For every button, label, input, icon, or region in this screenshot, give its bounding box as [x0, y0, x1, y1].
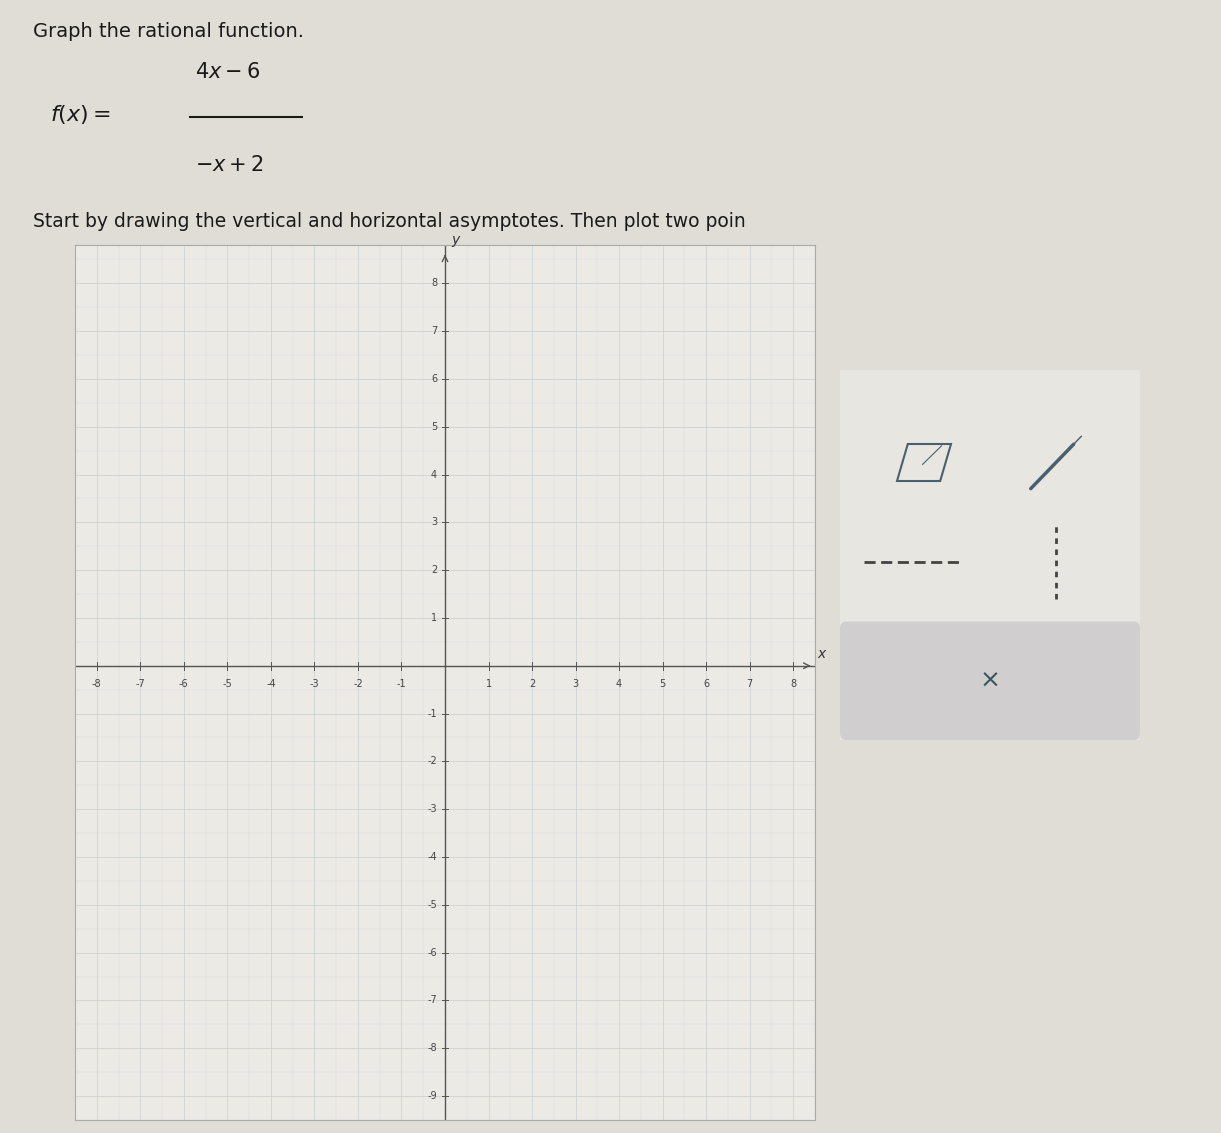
Text: -1: -1: [427, 708, 437, 718]
Text: -2: -2: [427, 757, 437, 766]
Text: -4: -4: [427, 852, 437, 862]
Text: -3: -3: [427, 804, 437, 815]
FancyBboxPatch shape: [840, 622, 1140, 740]
Text: 2: 2: [431, 565, 437, 576]
Text: -6: -6: [179, 679, 188, 689]
Text: 5: 5: [659, 679, 665, 689]
Text: 2: 2: [529, 679, 535, 689]
Text: ×: ×: [979, 668, 1000, 692]
Text: -3: -3: [310, 679, 319, 689]
Text: 4: 4: [617, 679, 623, 689]
FancyBboxPatch shape: [834, 363, 1147, 748]
Text: -5: -5: [427, 900, 437, 910]
Text: -2: -2: [353, 679, 363, 689]
Text: 8: 8: [790, 679, 796, 689]
Text: -1: -1: [397, 679, 407, 689]
Text: 1: 1: [431, 613, 437, 623]
Text: -9: -9: [427, 1091, 437, 1101]
Text: 6: 6: [703, 679, 709, 689]
Text: 5: 5: [431, 421, 437, 432]
Text: 7: 7: [746, 679, 753, 689]
Text: 3: 3: [431, 518, 437, 527]
Text: Graph the rational function.: Graph the rational function.: [33, 22, 304, 41]
Text: -6: -6: [427, 947, 437, 957]
Text: 3: 3: [573, 679, 579, 689]
Text: 8: 8: [431, 279, 437, 288]
Text: 1: 1: [486, 679, 492, 689]
Text: -7: -7: [427, 996, 437, 1005]
Text: -8: -8: [92, 679, 101, 689]
Text: 7: 7: [431, 326, 437, 337]
Text: -5: -5: [222, 679, 232, 689]
Text: $-x+2$: $-x+2$: [195, 155, 264, 174]
Text: -8: -8: [427, 1043, 437, 1054]
Text: 4: 4: [431, 469, 437, 479]
Text: -4: -4: [266, 679, 276, 689]
Text: Start by drawing the vertical and horizontal asymptotes. Then plot two poin: Start by drawing the vertical and horizo…: [33, 212, 746, 231]
Text: y: y: [452, 233, 460, 247]
Text: $4x-6$: $4x-6$: [195, 61, 260, 82]
Text: -7: -7: [136, 679, 145, 689]
Text: $f(x)=$: $f(x)=$: [50, 103, 111, 126]
Text: 6: 6: [431, 374, 437, 384]
Text: x: x: [817, 647, 825, 661]
